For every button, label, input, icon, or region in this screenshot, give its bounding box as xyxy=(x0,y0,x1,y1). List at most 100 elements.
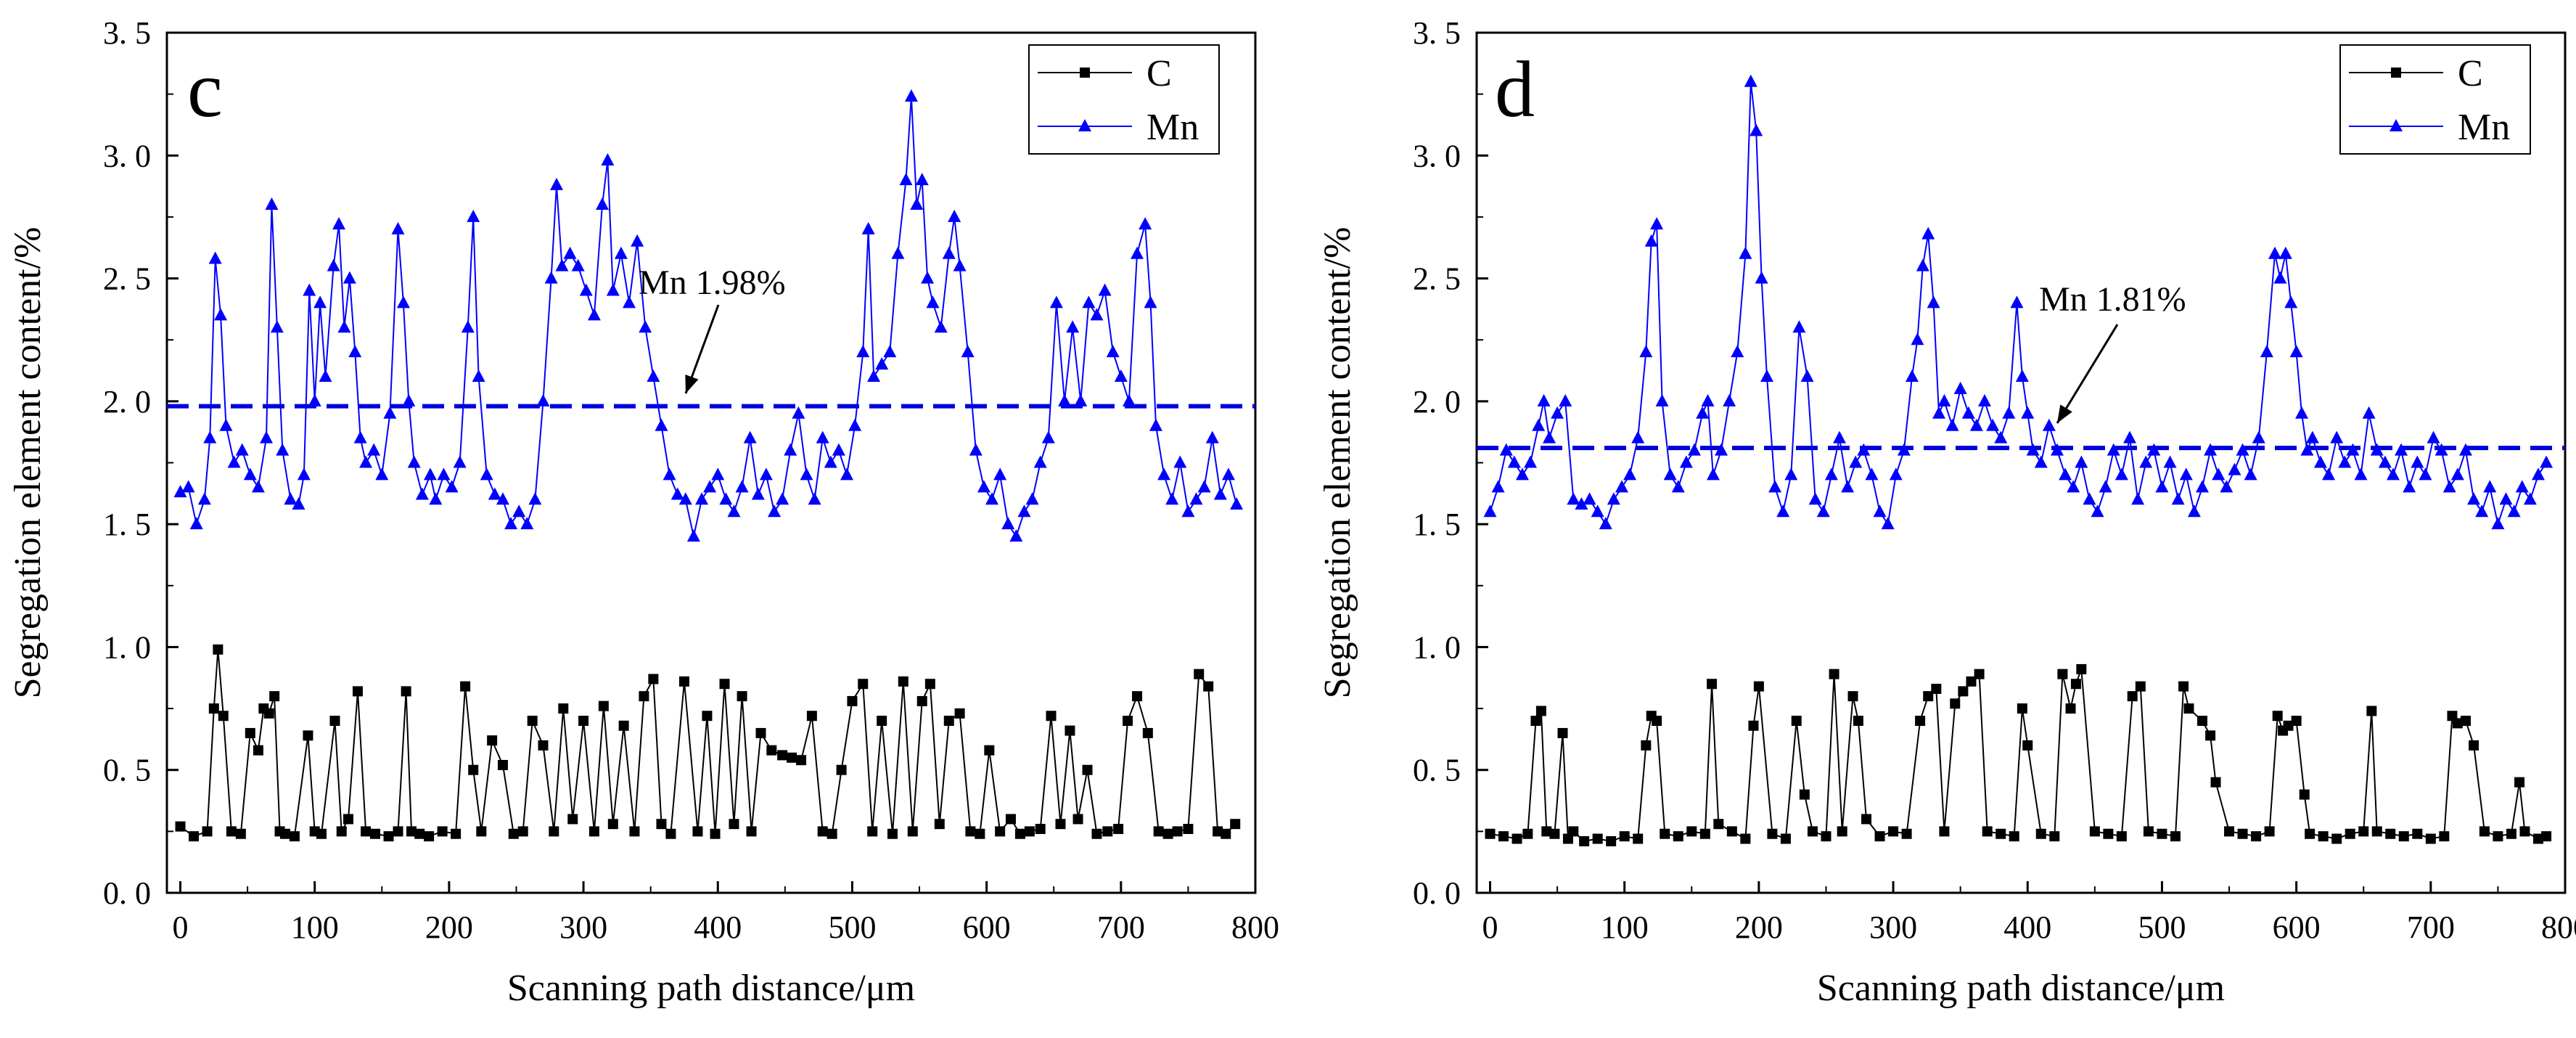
legend-label-C: C xyxy=(1147,53,1172,94)
data-point-C xyxy=(269,691,280,702)
data-point-Mn xyxy=(1221,467,1235,481)
data-point-C xyxy=(1974,669,1985,679)
data-point-C xyxy=(1847,691,1858,702)
data-point-Mn xyxy=(2075,455,2088,468)
data-point-Mn xyxy=(214,308,228,321)
data-point-Mn xyxy=(695,492,709,505)
data-point-Mn xyxy=(1679,455,1693,468)
data-point-Mn xyxy=(2531,467,2545,481)
data-point-C xyxy=(303,730,313,741)
data-point-Mn xyxy=(402,393,416,406)
data-point-C xyxy=(648,674,659,684)
data-point-C xyxy=(1861,814,1872,825)
data-point-C xyxy=(1511,833,1522,844)
data-point-Mn xyxy=(461,320,475,333)
data-point-Mn xyxy=(396,295,410,308)
data-point-Mn xyxy=(2171,492,2185,505)
data-point-Mn xyxy=(219,418,233,431)
data-point-Mn xyxy=(181,480,195,493)
data-point-C xyxy=(468,764,479,775)
data-point-Mn xyxy=(2059,467,2072,481)
data-point-Mn xyxy=(520,517,534,530)
data-point-Mn xyxy=(784,443,797,456)
x-axis-title: Scanning path distance/μm xyxy=(1817,968,2225,1009)
data-point-C xyxy=(289,831,300,842)
data-point-Mn xyxy=(2403,480,2416,493)
y-axis-title: Segregation element content/% xyxy=(7,227,49,699)
data-point-Mn xyxy=(2034,455,2048,468)
data-point-Mn xyxy=(1644,234,1658,247)
data-point-Mn xyxy=(251,480,265,493)
data-point-C xyxy=(710,828,721,839)
data-point-C xyxy=(2514,777,2525,788)
data-point-Mn xyxy=(1849,455,1863,468)
data-point-C xyxy=(1707,679,1718,690)
data-point-C xyxy=(424,831,435,842)
data-point-C xyxy=(965,826,976,837)
data-point-Mn xyxy=(2450,467,2464,481)
data-point-Mn xyxy=(1816,504,1830,518)
annotation-arrow xyxy=(2056,324,2119,424)
data-point-C xyxy=(2272,711,2283,722)
data-point-C xyxy=(460,681,471,692)
data-point-C xyxy=(2170,831,2181,842)
data-point-C xyxy=(2366,706,2377,716)
data-point-Mn xyxy=(2252,430,2265,444)
data-point-Mn xyxy=(1537,393,1551,406)
data-point-C xyxy=(437,826,448,837)
data-point-C xyxy=(847,695,858,706)
data-point-Mn xyxy=(512,504,526,518)
data-point-C xyxy=(2197,716,2207,726)
data-point-Mn xyxy=(429,492,443,505)
data-point-Mn xyxy=(1106,345,1120,358)
data-point-Mn xyxy=(2212,467,2226,481)
data-point-Mn xyxy=(208,251,222,264)
legend-label-Mn: Mn xyxy=(2458,107,2510,148)
data-point-Mn xyxy=(1937,393,1951,406)
reference-annotation: Mn 1.81% xyxy=(2039,280,2186,319)
data-point-Mn xyxy=(792,406,805,419)
data-point-Mn xyxy=(1491,480,1505,493)
data-point-Mn xyxy=(1615,480,1628,493)
data-point-Mn xyxy=(1755,271,1768,284)
data-point-Mn xyxy=(1591,504,1604,518)
series-C xyxy=(1485,663,2552,846)
data-point-C xyxy=(858,679,869,690)
series-line-Mn xyxy=(179,96,1238,539)
data-point-Mn xyxy=(2507,504,2521,518)
data-point-Mn xyxy=(303,283,316,296)
data-point-Mn xyxy=(1017,504,1031,518)
data-point-Mn xyxy=(2015,369,2029,382)
x-tick-label: 800 xyxy=(1231,910,1279,945)
legend-box xyxy=(1028,44,1220,155)
data-point-C xyxy=(975,828,985,839)
data-point-C xyxy=(1901,828,1912,839)
data-point-Mn xyxy=(647,369,660,382)
data-point-Mn xyxy=(985,492,999,505)
data-point-Mn xyxy=(1567,492,1580,505)
reference-annotation: Mn 1.98% xyxy=(639,263,786,302)
data-point-Mn xyxy=(2123,430,2136,444)
data-point-Mn xyxy=(1066,320,1080,333)
data-point-Mn xyxy=(2236,443,2249,456)
data-point-Mn xyxy=(235,443,249,456)
data-point-C xyxy=(877,716,887,726)
data-point-Mn xyxy=(1173,455,1187,468)
data-point-Mn xyxy=(1865,467,1879,481)
data-point-C xyxy=(2299,789,2310,800)
data-point-Mn xyxy=(719,492,733,505)
data-point-C xyxy=(1213,826,1223,837)
data-point-Mn xyxy=(1696,406,1710,419)
data-point-C xyxy=(1485,828,1496,839)
data-point-Mn xyxy=(1583,492,1596,505)
data-point-Mn xyxy=(1800,369,1814,382)
y-tick-label: 2. 0 xyxy=(103,384,151,420)
data-point-C xyxy=(656,819,667,830)
data-point-C xyxy=(1530,716,1541,726)
data-point-Mn xyxy=(969,443,983,456)
data-point-Mn xyxy=(993,467,1007,481)
data-point-Mn xyxy=(2289,345,2303,358)
data-point-C xyxy=(1713,819,1724,830)
data-point-Mn xyxy=(2467,492,2481,505)
data-point-C xyxy=(719,679,730,690)
